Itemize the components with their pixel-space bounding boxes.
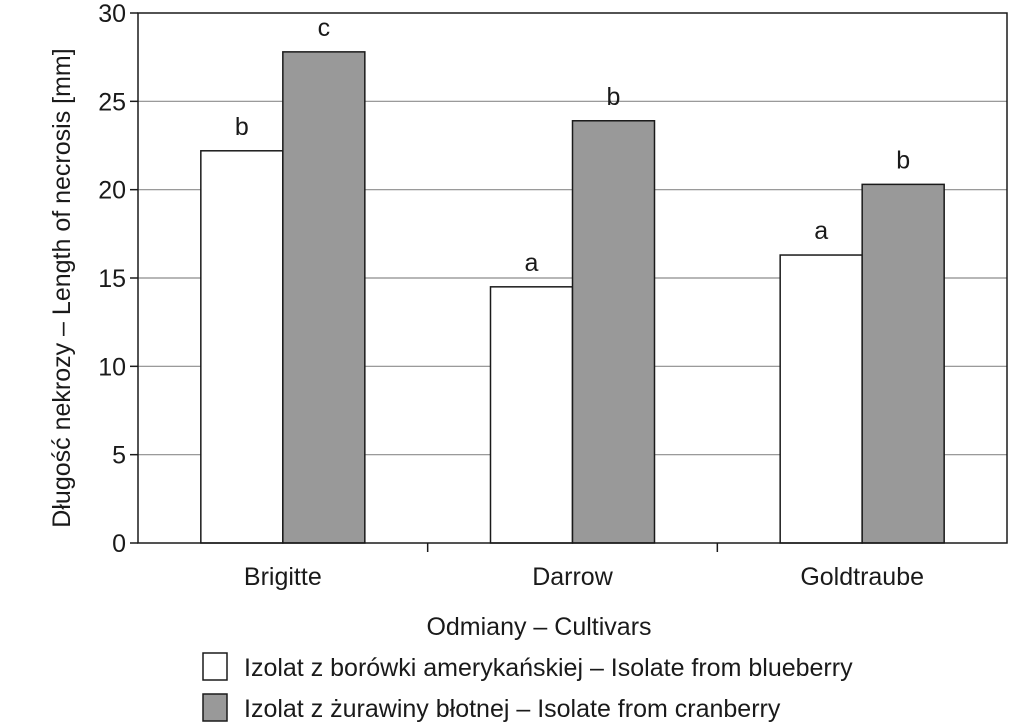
data-label: a (525, 249, 539, 277)
data-label: b (896, 146, 910, 174)
bars (200, 51, 945, 544)
bar (200, 150, 284, 544)
y-tick-label: 25 (98, 88, 126, 116)
data-label: b (607, 83, 621, 111)
y-tick-label: 0 (112, 530, 126, 558)
y-tick-label: 10 (98, 353, 126, 381)
bar (779, 254, 863, 544)
legend-label: Izolat z żurawiny błotnej – Isolate from… (244, 695, 781, 723)
y-tick-label: 5 (112, 442, 126, 470)
significance-labels: b c a b a b (235, 14, 910, 277)
data-label: a (814, 217, 828, 245)
x-tick-label: Goldtraube (800, 563, 924, 591)
y-axis-ticks: 0 5 10 15 20 25 30 (98, 0, 138, 558)
bar (861, 183, 945, 544)
bar (571, 120, 656, 544)
bar (282, 51, 366, 544)
x-axis-ticks: Brigitte Darrow Goldtraube (244, 543, 924, 591)
x-tick-label: Darrow (532, 563, 614, 591)
legend: Izolat z borówki amerykańskiej – Isolate… (202, 652, 853, 723)
x-axis-title: Odmiany – Cultivars (426, 613, 651, 641)
y-tick-label: 15 (98, 265, 126, 293)
legend-swatch (202, 693, 228, 722)
legend-swatch (202, 652, 228, 681)
y-tick-label: 30 (98, 0, 126, 28)
bar (489, 286, 574, 544)
y-axis-title: Długość nekrozy – Length of necrosis [mm… (48, 48, 76, 527)
y-tick-label: 20 (98, 177, 126, 205)
x-tick-label: Brigitte (244, 563, 322, 591)
data-label: c (318, 14, 331, 42)
data-label: b (235, 113, 249, 141)
legend-label: Izolat z borówki amerykańskiej – Isolate… (244, 654, 853, 682)
